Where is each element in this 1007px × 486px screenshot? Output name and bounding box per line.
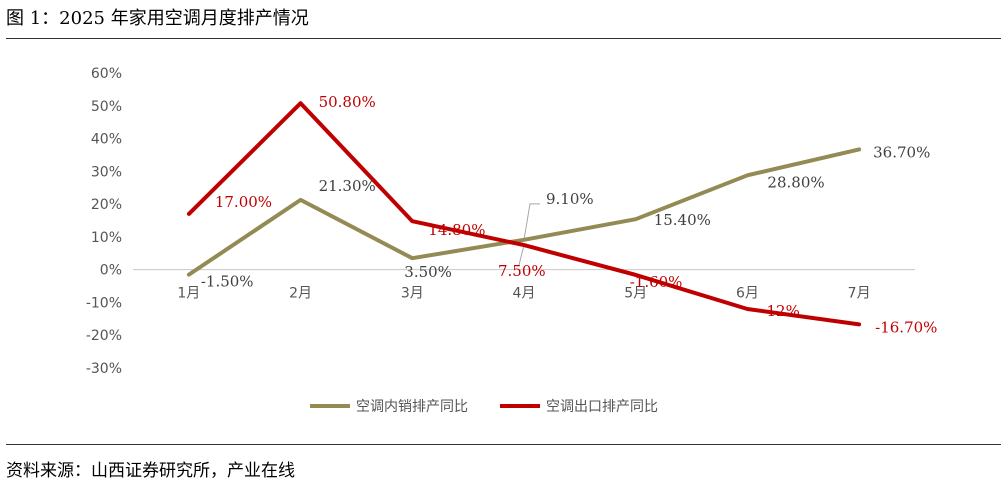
y-tick-label: 60%	[91, 66, 122, 82]
data-label: -16.70%	[875, 318, 937, 336]
series-line-export	[186, 101, 862, 327]
leader-line	[523, 203, 540, 240]
figure-title: 图 1：2025 年家用空调月度排产情况	[6, 8, 309, 29]
data-label: 14.80%	[428, 221, 485, 239]
legend: 空调内销排产同比 空调出口排产同比	[310, 399, 658, 415]
data-label: 28.80%	[767, 173, 824, 191]
x-tick-label: 2月	[289, 286, 312, 302]
x-tick-label: 4月	[513, 286, 536, 302]
bottom-rule	[6, 444, 1001, 445]
top-rule	[6, 38, 1001, 39]
x-tick-label: 5月	[624, 286, 647, 302]
series-line-domestic	[186, 147, 862, 277]
y-axis-labels: 60% 50% 40% 30% 20% 10% 0% -10% -20% -30%	[86, 66, 122, 377]
y-tick-label: 40%	[91, 132, 122, 148]
y-tick-label: 0%	[100, 263, 122, 279]
y-tick-label: 30%	[91, 164, 122, 180]
y-tick-label: 20%	[91, 197, 122, 213]
y-tick-label: -10%	[86, 295, 122, 311]
x-tick-label: 3月	[401, 286, 424, 302]
leader-line	[518, 244, 525, 266]
x-tick-label: 1月	[177, 286, 200, 302]
y-tick-label: 10%	[91, 230, 122, 246]
series-lines	[186, 101, 862, 327]
data-label: -1.50%	[201, 273, 254, 291]
data-label: 15.40%	[654, 211, 711, 229]
x-axis-labels: 1月 2月 3月 4月 5月 6月 7月	[177, 286, 870, 302]
data-labels: -1.50% 21.30% 3.50% 9.10% 15.40% 28.80% 36.70%…	[201, 93, 938, 336]
legend-label-domestic: 空调内销排产同比	[356, 399, 468, 415]
legend-label-export: 空调出口排产同比	[546, 399, 658, 415]
y-tick-label: -30%	[86, 361, 122, 377]
x-tick-label: 7月	[848, 286, 871, 302]
data-label: -12%	[761, 302, 799, 320]
source-note: 资料来源：山西证券研究所，产业在线	[6, 461, 295, 481]
x-tick-label: 6月	[736, 286, 759, 302]
y-tick-label: 50%	[91, 99, 122, 115]
data-label: 3.50%	[404, 263, 452, 281]
data-label: 7.50%	[498, 262, 546, 280]
data-label: 21.30%	[319, 177, 376, 195]
data-label: 36.70%	[873, 143, 930, 161]
data-label: 9.10%	[546, 190, 594, 208]
data-label: 50.80%	[319, 93, 376, 111]
data-label: 17.00%	[215, 193, 272, 211]
data-label: -1.60%	[630, 273, 683, 291]
y-tick-label: -20%	[86, 328, 122, 344]
leader-lines	[518, 203, 540, 266]
